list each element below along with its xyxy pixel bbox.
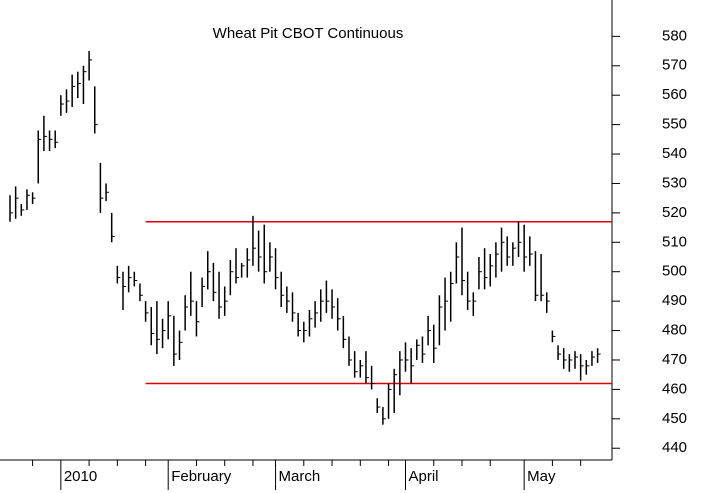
y-tick-label: 450 [662, 410, 687, 427]
y-tick-label: 500 [662, 263, 687, 280]
y-tick-label: 570 [662, 57, 687, 74]
y-tick-label: 440 [662, 439, 687, 456]
y-tick-label: 460 [662, 380, 687, 397]
y-tick-label: 530 [662, 174, 687, 191]
y-tick-label: 560 [662, 86, 687, 103]
y-tick-label: 470 [662, 351, 687, 368]
y-tick-label: 540 [662, 145, 687, 162]
y-tick-label: 480 [662, 322, 687, 339]
x-tick-label: 2010 [64, 468, 97, 485]
y-tick-label: 580 [662, 27, 687, 44]
y-tick-label: 490 [662, 292, 687, 309]
y-tick-label: 550 [662, 116, 687, 133]
x-tick-label: March [279, 468, 321, 485]
x-tick-label: April [409, 468, 439, 485]
x-tick-label: February [171, 468, 232, 485]
y-tick-label: 520 [662, 204, 687, 221]
y-tick-label: 510 [662, 233, 687, 250]
x-tick-label: May [527, 468, 556, 485]
chart-title: Wheat Pit CBOT Continuous [213, 25, 404, 42]
